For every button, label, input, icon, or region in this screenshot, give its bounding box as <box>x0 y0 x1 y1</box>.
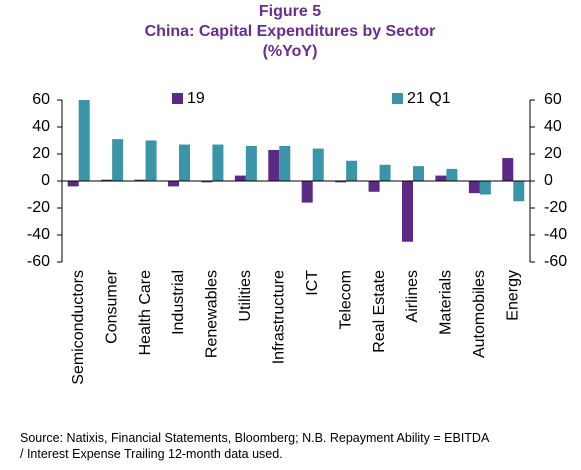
y-tick-label: 60 <box>32 91 50 108</box>
y-tick-label: -40 <box>27 226 50 243</box>
bar <box>234 175 246 181</box>
y2-tick-label: -60 <box>544 253 567 270</box>
bar <box>101 179 113 181</box>
x-tick-label: Renewables <box>204 270 221 358</box>
y2-tick-label: -20 <box>544 199 567 216</box>
y-tick-label: -60 <box>27 253 50 270</box>
source-note: Source: Natixis, Financial Statements, B… <box>20 431 489 461</box>
chart-title: China: Capital Expenditures by Sector <box>145 23 436 40</box>
x-tick-label: Airlines <box>404 270 421 322</box>
y2-tick-label: 20 <box>544 145 562 162</box>
x-tick-label: Infrastructure <box>271 270 288 364</box>
figure-label: Figure 5 <box>259 3 321 20</box>
bar <box>435 175 447 181</box>
x-tick-label: Consumer <box>103 269 120 343</box>
y2-tick-label: -40 <box>544 226 567 243</box>
bar <box>413 166 424 181</box>
chart: Figure 5 China: Capital Expenditures by … <box>27 3 567 385</box>
bar <box>245 145 257 181</box>
bar <box>368 181 380 192</box>
bar <box>78 100 90 181</box>
x-tick-label: Energy <box>505 270 522 321</box>
legend-swatch <box>392 93 403 104</box>
chart-subtitle: (%YoY) <box>263 43 318 60</box>
x-tick-label: Telecom <box>337 270 354 330</box>
bar <box>145 140 157 181</box>
bar <box>212 144 224 181</box>
bar <box>468 181 480 194</box>
bar <box>301 181 313 203</box>
y-tick-label: -20 <box>27 199 50 216</box>
bar <box>513 181 525 202</box>
y2-tick-label: 0 <box>544 172 553 189</box>
bar <box>201 181 213 183</box>
bar <box>346 160 358 181</box>
legend-label: 21 Q1 <box>407 90 451 107</box>
x-tick-label: Materials <box>438 270 455 335</box>
bar <box>335 181 347 183</box>
x-tick-label: Utilities <box>237 270 254 322</box>
legend-label: 19 <box>187 90 205 107</box>
bar <box>502 158 514 181</box>
y-tick-label: 40 <box>32 118 50 135</box>
bar <box>479 181 491 195</box>
legend-swatch <box>172 93 183 104</box>
y2-tick-label: 60 <box>544 91 562 108</box>
bar <box>134 179 146 181</box>
x-tick-label: Health Care <box>137 270 154 355</box>
bar <box>312 148 324 181</box>
x-tick-label: Automobiles <box>471 270 488 358</box>
bar <box>168 181 179 187</box>
bar <box>379 164 391 181</box>
x-tick-label: ICT <box>304 270 321 296</box>
x-tick-label: Industrial <box>170 270 187 335</box>
y-tick-label: 0 <box>41 172 50 189</box>
bar <box>112 139 124 181</box>
x-tick-label: Real Estate <box>371 270 388 353</box>
bar <box>279 145 291 181</box>
bar <box>402 181 413 242</box>
bar <box>268 149 280 181</box>
x-tick-label: Semiconductors <box>70 270 87 385</box>
bar <box>179 144 190 181</box>
y2-tick-label: 40 <box>544 118 562 135</box>
bar <box>67 181 79 187</box>
y-tick-label: 20 <box>32 145 50 162</box>
bar <box>446 168 458 181</box>
